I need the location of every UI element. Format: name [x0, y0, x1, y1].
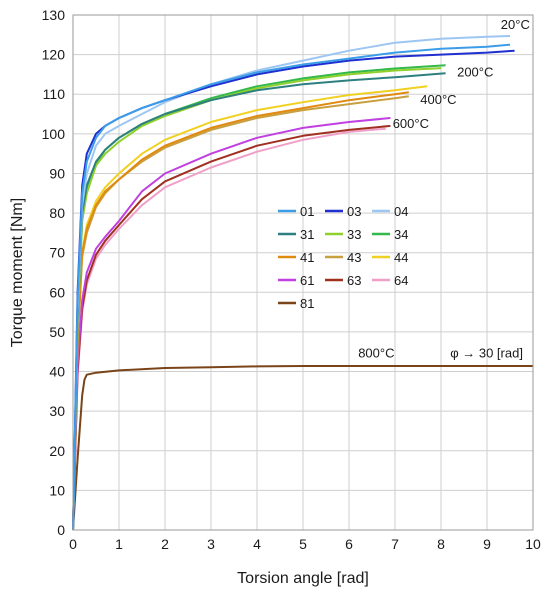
y-tick-label: 0 — [57, 522, 65, 538]
x-tick-label: 4 — [253, 536, 261, 552]
y-tick-label: 50 — [49, 324, 65, 340]
series-lines — [72, 35, 533, 531]
y-tick-label: 110 — [43, 86, 66, 102]
y-tick-label: 130 — [42, 7, 66, 23]
series-line-63 — [72, 124, 391, 531]
legend-label: 33 — [347, 227, 361, 242]
legend-label: 01 — [300, 204, 314, 219]
series-line-43 — [72, 95, 409, 531]
x-tick-label: 1 — [115, 536, 123, 552]
x-tick-label: 10 — [525, 536, 541, 552]
legend-label: 03 — [347, 204, 361, 219]
curve-annotation: φ → 30 [rad] — [450, 346, 523, 361]
x-tick-label: 5 — [299, 536, 307, 552]
x-tick-label: 7 — [391, 536, 399, 552]
legend-label: 81 — [300, 296, 314, 311]
y-tick-label: 10 — [49, 482, 65, 498]
legend: 01 03 04 31 33 34 41 43 44 61 63 64 81 — [278, 204, 408, 311]
curve-annotation: 800°C — [358, 346, 394, 361]
y-axis-label: Torque moment [Nm] — [9, 198, 26, 347]
curve-annotation: 200°C — [457, 64, 493, 79]
y-tick-label: 70 — [49, 245, 65, 261]
series-line-03 — [72, 49, 515, 531]
series-line-01 — [72, 43, 511, 531]
curve-annotation: 400°C — [420, 92, 456, 107]
series-line-33 — [72, 67, 442, 531]
x-tick-label: 9 — [483, 536, 491, 552]
y-tick-label: 80 — [49, 205, 65, 221]
legend-label: 64 — [394, 273, 408, 288]
y-tick-label: 20 — [49, 443, 65, 459]
legend-label: 41 — [300, 250, 314, 265]
legend-label: 61 — [300, 273, 314, 288]
y-tick-label: 60 — [49, 284, 65, 300]
tick-labels: 0 1 2 3 4 5 6 7 8 9 100102030405060708090100110120… — [42, 7, 541, 552]
plot-frame — [72, 14, 534, 531]
y-tick-label: 120 — [42, 47, 66, 63]
legend-label: 34 — [394, 227, 408, 242]
x-tick-label: 6 — [345, 536, 353, 552]
y-tick-label: 40 — [49, 364, 65, 380]
series-line-04 — [72, 35, 511, 531]
series-line-41 — [72, 91, 409, 531]
legend-label: 44 — [394, 250, 408, 265]
y-tick-label: 30 — [49, 403, 65, 419]
series-line-44 — [72, 85, 428, 531]
series-line-31 — [72, 72, 446, 531]
legend-label: 04 — [394, 204, 408, 219]
y-tick-label: 90 — [49, 165, 65, 181]
x-tick-label: 0 — [69, 536, 77, 552]
x-axis-label: Torsion angle [rad] — [237, 570, 369, 587]
legend-label: 43 — [347, 250, 361, 265]
curve-annotation: 20°C — [501, 17, 530, 32]
series-line-64 — [72, 127, 386, 531]
x-tick-label: 8 — [437, 536, 445, 552]
series-line-81 — [72, 365, 533, 531]
x-tick-label: 3 — [207, 536, 215, 552]
legend-label: 63 — [347, 273, 361, 288]
legend-label: 31 — [300, 227, 314, 242]
x-tick-label: 2 — [161, 536, 169, 552]
series-line-61 — [72, 117, 391, 531]
curve-annotation: 600°C — [393, 116, 429, 131]
y-tick-label: 100 — [42, 126, 66, 142]
